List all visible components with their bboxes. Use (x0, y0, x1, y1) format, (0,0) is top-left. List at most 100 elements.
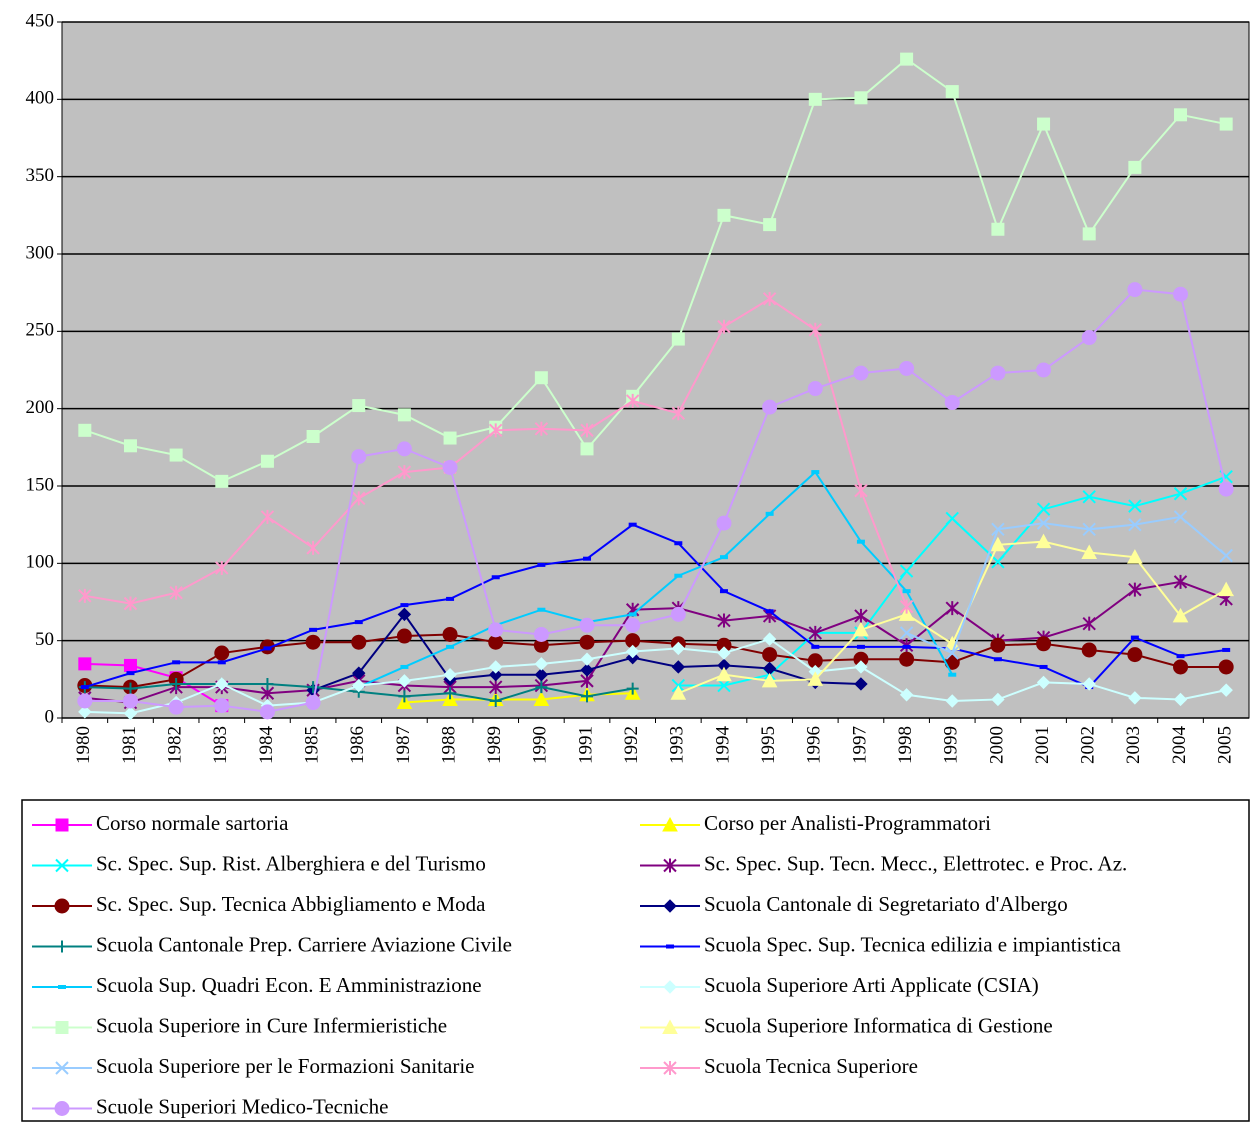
legend-marker (662, 816, 678, 832)
point (1035, 533, 1052, 549)
point (1172, 607, 1189, 623)
point (902, 589, 911, 594)
legend-label: Scuola Tecnica Superiore (704, 1054, 918, 1078)
series (899, 510, 1233, 660)
point (307, 681, 320, 694)
point (489, 694, 502, 707)
legend-marker (666, 944, 674, 949)
point (396, 628, 412, 644)
point (945, 85, 959, 99)
legend-label: Scuola Cantonale Prep. Carriere Aviazion… (96, 932, 512, 956)
point (1222, 647, 1231, 652)
point (991, 222, 1005, 236)
point (537, 607, 546, 612)
y-tick-label: 0 (45, 706, 55, 727)
point (351, 634, 367, 650)
point (674, 541, 683, 546)
point (899, 626, 914, 640)
point (400, 664, 409, 669)
legend-marker (54, 1101, 70, 1116)
legend-label: Scuola Spec. Sup. Tecnica edilizia e imp… (704, 932, 1122, 956)
x-tick-label: 1981 (119, 726, 140, 764)
point (123, 658, 137, 672)
point (1082, 522, 1096, 537)
x-tick-label: 1980 (73, 726, 94, 764)
x-tick-label: 2004 (1169, 726, 1190, 765)
point (1082, 490, 1096, 504)
point (397, 674, 412, 688)
point (443, 667, 457, 682)
point (1081, 544, 1098, 560)
series (77, 282, 1234, 720)
point (215, 474, 229, 488)
point (854, 660, 868, 674)
point (78, 657, 92, 671)
y-tick-label: 350 (26, 165, 55, 186)
y-tick-label: 450 (26, 10, 55, 31)
series-line (84, 638, 1227, 715)
point (853, 621, 869, 637)
x-tick-label: 1990 (530, 726, 551, 764)
point (762, 632, 777, 646)
x-tick-label: 1986 (347, 726, 368, 764)
point (1128, 160, 1142, 174)
point (762, 647, 778, 663)
legend-label: Scuola Superiore per le Formazioni Sanit… (96, 1054, 474, 1078)
point (352, 491, 366, 506)
point (123, 439, 137, 453)
point (398, 690, 411, 703)
point (1128, 517, 1142, 532)
x-tick-label: 1992 (621, 726, 642, 764)
series (80, 522, 1231, 690)
point (991, 692, 1005, 707)
point (811, 470, 820, 475)
point (1173, 574, 1188, 589)
point (628, 612, 637, 617)
legend-label: Sc. Spec. Sup. Tecnica Abbigliamento e M… (96, 892, 486, 916)
legend-marker (55, 1021, 69, 1034)
point (214, 698, 230, 714)
point (261, 677, 274, 690)
y-tick-label: 150 (26, 474, 55, 495)
point (1037, 117, 1051, 131)
series-line (358, 470, 954, 688)
point (309, 627, 318, 632)
point (1127, 549, 1143, 564)
point (352, 399, 366, 413)
point (580, 423, 594, 438)
point (945, 646, 959, 660)
point (628, 522, 637, 527)
x-tick-label: 1985 (301, 726, 322, 764)
point (1218, 659, 1234, 675)
point (444, 687, 457, 700)
point (671, 660, 686, 674)
point (899, 599, 914, 614)
point (168, 699, 184, 715)
plot-area (61, 21, 1250, 719)
y-tick-label: 200 (26, 397, 55, 418)
point (306, 430, 320, 444)
point (761, 672, 778, 688)
point (78, 705, 92, 719)
point (263, 646, 272, 651)
point (948, 672, 957, 677)
point (716, 515, 732, 531)
point (1173, 286, 1189, 302)
x-tick-label: 2001 (1032, 726, 1053, 764)
point (900, 52, 914, 66)
point (807, 381, 823, 397)
point (717, 678, 731, 693)
x-tick-label: 1983 (210, 726, 231, 764)
point (580, 652, 594, 666)
point (489, 680, 503, 695)
x-tick-label: 2003 (1123, 726, 1144, 764)
point (215, 677, 229, 691)
point (446, 644, 455, 649)
point (1173, 692, 1188, 707)
point (765, 609, 774, 614)
x-tick-label: 1997 (849, 726, 870, 764)
point (215, 560, 229, 575)
point (944, 394, 960, 410)
point (625, 644, 640, 659)
